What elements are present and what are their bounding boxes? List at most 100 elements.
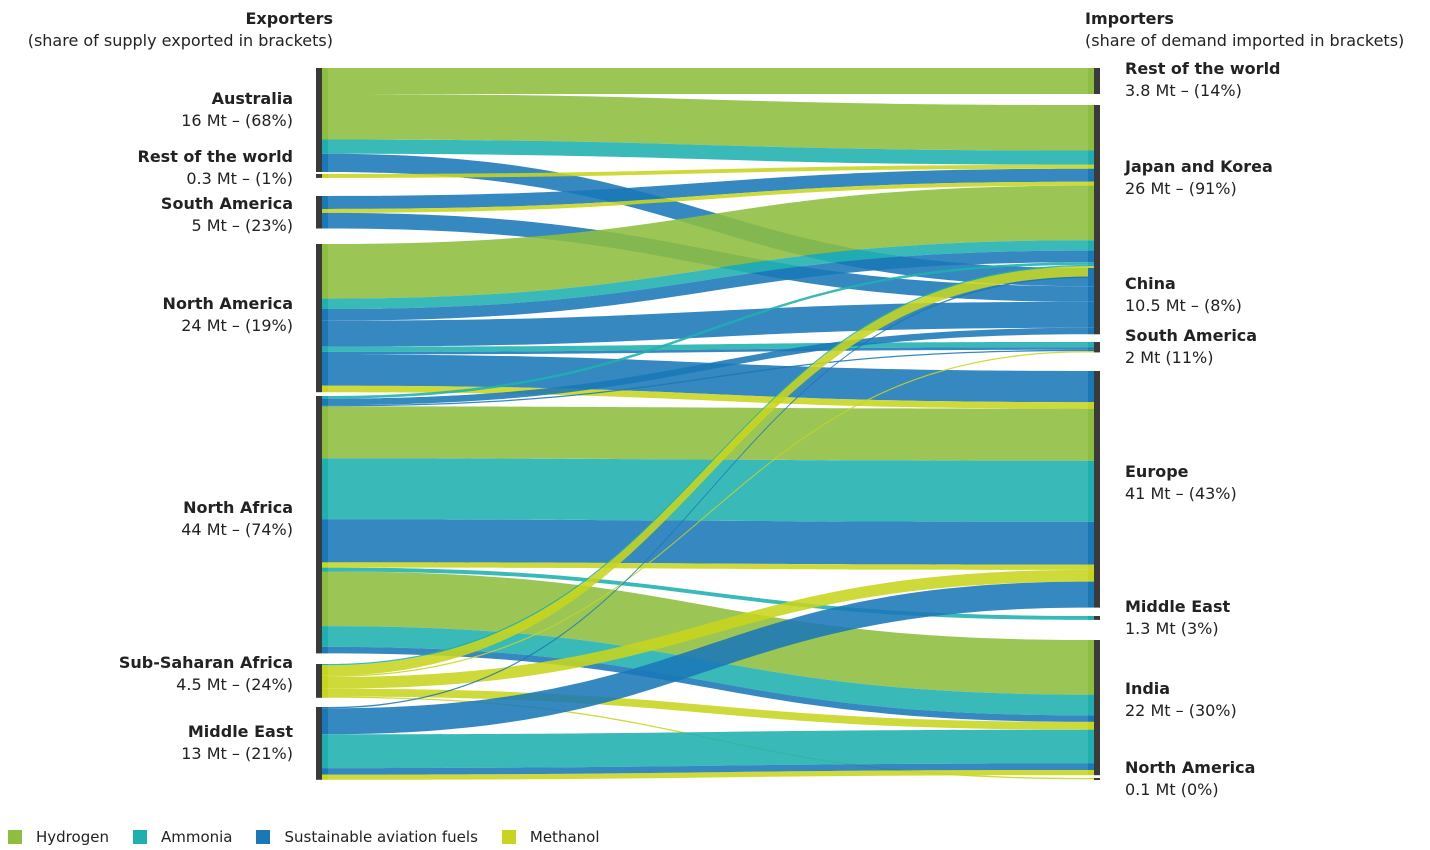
importer-stripe-methanol xyxy=(1088,721,1094,730)
node-name: Europe xyxy=(1125,462,1189,481)
exporter-stripe-saf xyxy=(322,309,328,321)
flow-north-africa-to-middle-east-ammonia xyxy=(328,567,1088,620)
node-name: Sub-Saharan Africa xyxy=(118,653,293,672)
exporter-stripe-ammonia xyxy=(322,298,328,309)
exporter-stripe-methanol xyxy=(322,174,328,178)
node-value: 10.5 Mt – (8%) xyxy=(1125,296,1242,315)
exporter-bar xyxy=(316,396,322,654)
exporter-stripe-methanol xyxy=(322,675,328,677)
exporter-stripe-ammonia xyxy=(322,458,328,520)
importer-stripe-hydrogen xyxy=(1088,105,1094,151)
node-value: 22 Mt – (30%) xyxy=(1125,701,1237,720)
exporter-label: North America 24 Mt – (19%) xyxy=(163,293,293,337)
importer-stripe-ammonia xyxy=(1088,694,1094,716)
node-name: North America xyxy=(162,294,293,313)
importer-node-europe xyxy=(1088,371,1100,608)
importer-stripe-ammonia xyxy=(1088,342,1094,348)
exporter-node-rest-of-the-world xyxy=(316,174,328,178)
exporter-bar xyxy=(316,68,322,172)
exporter-stripe-ammonia xyxy=(322,346,328,352)
node-name: Japan and Korea xyxy=(1125,157,1273,176)
importer-bar xyxy=(1094,105,1100,278)
node-value: 24 Mt – (19%) xyxy=(181,316,293,335)
exporter-stripe-hydrogen xyxy=(322,68,328,94)
importer-node-japan-and-korea xyxy=(1088,105,1100,278)
importer-stripe-hydrogen xyxy=(1088,408,1094,461)
legend-swatch xyxy=(8,830,22,844)
importer-label: Middle East 1.3 Mt (3%) xyxy=(1125,596,1230,640)
flow-north-america-to-japan-and-korea-saf xyxy=(328,250,1088,321)
exporter-bar xyxy=(316,707,322,780)
exporter-stripe-methanol xyxy=(322,774,328,780)
flow-australia-to-japan-and-korea-hydrogen xyxy=(328,94,1088,151)
exporter-node-north-africa xyxy=(316,396,328,654)
legend-label: Sustainable aviation fuels xyxy=(284,828,478,846)
importer-node-rest-of-the-world xyxy=(1088,68,1100,94)
exporter-stripe-ammonia xyxy=(322,567,328,572)
exporter-node-north-america xyxy=(316,244,328,393)
node-name: Middle East xyxy=(1125,597,1231,616)
node-value: 26 Mt – (91%) xyxy=(1125,179,1237,198)
importer-stripe-saf xyxy=(1088,268,1094,287)
importer-stripe-methanol xyxy=(1088,181,1094,186)
importer-node-north-america xyxy=(1088,778,1100,780)
importer-stripe-saf xyxy=(1088,327,1094,335)
node-value: 2 Mt (11%) xyxy=(1125,348,1214,367)
importer-stripe-methanol xyxy=(1088,569,1094,582)
exporter-stripe-methanol xyxy=(322,209,328,213)
importer-stripe-ammonia xyxy=(1088,729,1094,764)
flow-australia-to-japan-and-korea-ammonia xyxy=(328,139,1088,165)
importer-stripe-saf xyxy=(1088,349,1094,352)
node-value: 4.5 Mt – (24%) xyxy=(176,675,293,694)
flow-sub-saharan-africa-to-japan-and-korea-ammonia xyxy=(328,264,1088,666)
exporter-stripe-saf xyxy=(322,519,328,563)
exporter-stripe-saf xyxy=(322,212,328,229)
exporter-stripe-hydrogen xyxy=(322,94,328,140)
flow-north-africa-to-india-saf xyxy=(328,646,1088,722)
flow-north-africa-to-china-saf xyxy=(328,327,1088,406)
exporter-stripe-saf xyxy=(322,354,328,386)
importer-stripe-saf xyxy=(1088,347,1094,350)
exporter-stripe-hydrogen xyxy=(322,244,328,299)
importer-stripe-ammonia xyxy=(1088,240,1094,251)
exporter-node-middle-east xyxy=(316,707,328,780)
importer-stripe-ammonia xyxy=(1088,264,1094,267)
importer-stripe-methanol xyxy=(1088,402,1094,409)
exporter-label: Australia 16 Mt – (68%) xyxy=(181,88,293,132)
exporter-stripe-saf xyxy=(322,646,328,654)
flow-group xyxy=(328,68,1088,780)
legend-item-ammonia: Ammonia xyxy=(132,828,232,846)
flow-middle-east-to-india-methanol xyxy=(328,770,1088,780)
importer-label: North America 0.1 Mt (0%) xyxy=(1125,757,1255,801)
legend-item-hydrogen: Hydrogen xyxy=(8,828,109,846)
node-name: Middle East xyxy=(187,722,293,741)
exporter-label: Middle East 13 Mt – (21%) xyxy=(181,721,293,765)
flow-rest-of-the-world-to-japan-and-korea-methanol xyxy=(328,164,1088,178)
legend-item-methanol: Methanol xyxy=(501,828,600,846)
flow-north-america-to-japan-and-korea-ammonia xyxy=(328,240,1088,309)
flow-north-america-to-south-america-ammonia xyxy=(328,342,1088,352)
flow-middle-east-to-japan-and-korea-saf xyxy=(328,276,1088,709)
flow-australia-to-rest-of-the-world-hydrogen xyxy=(328,68,1088,94)
importer-node-india xyxy=(1088,640,1100,776)
importer-bar xyxy=(1094,68,1100,94)
exporter-stripe-saf xyxy=(322,708,328,735)
flow-north-africa-to-europe-hydrogen xyxy=(328,406,1088,461)
exporter-stripe-hydrogen xyxy=(322,406,328,459)
importer-bar xyxy=(1094,342,1100,353)
node-name: South America xyxy=(160,194,293,213)
legend-label: Methanol xyxy=(529,828,600,846)
node-name: North Africa xyxy=(183,498,293,517)
node-name: South America xyxy=(1125,326,1258,345)
importer-stripe-methanol xyxy=(1088,564,1094,570)
exporter-node-australia xyxy=(316,68,328,172)
node-value: 5 Mt – (23%) xyxy=(191,216,293,235)
importer-stripe-saf xyxy=(1088,168,1094,182)
exporter-label: Sub-Saharan Africa 4.5 Mt – (24%) xyxy=(119,652,293,696)
exporter-stripe-saf xyxy=(322,405,328,407)
importer-stripe-saf xyxy=(1088,301,1094,328)
exporter-stripe-saf xyxy=(322,320,328,347)
legend: Hydrogen Ammonia Sustainable aviation fuel… xyxy=(8,828,624,846)
